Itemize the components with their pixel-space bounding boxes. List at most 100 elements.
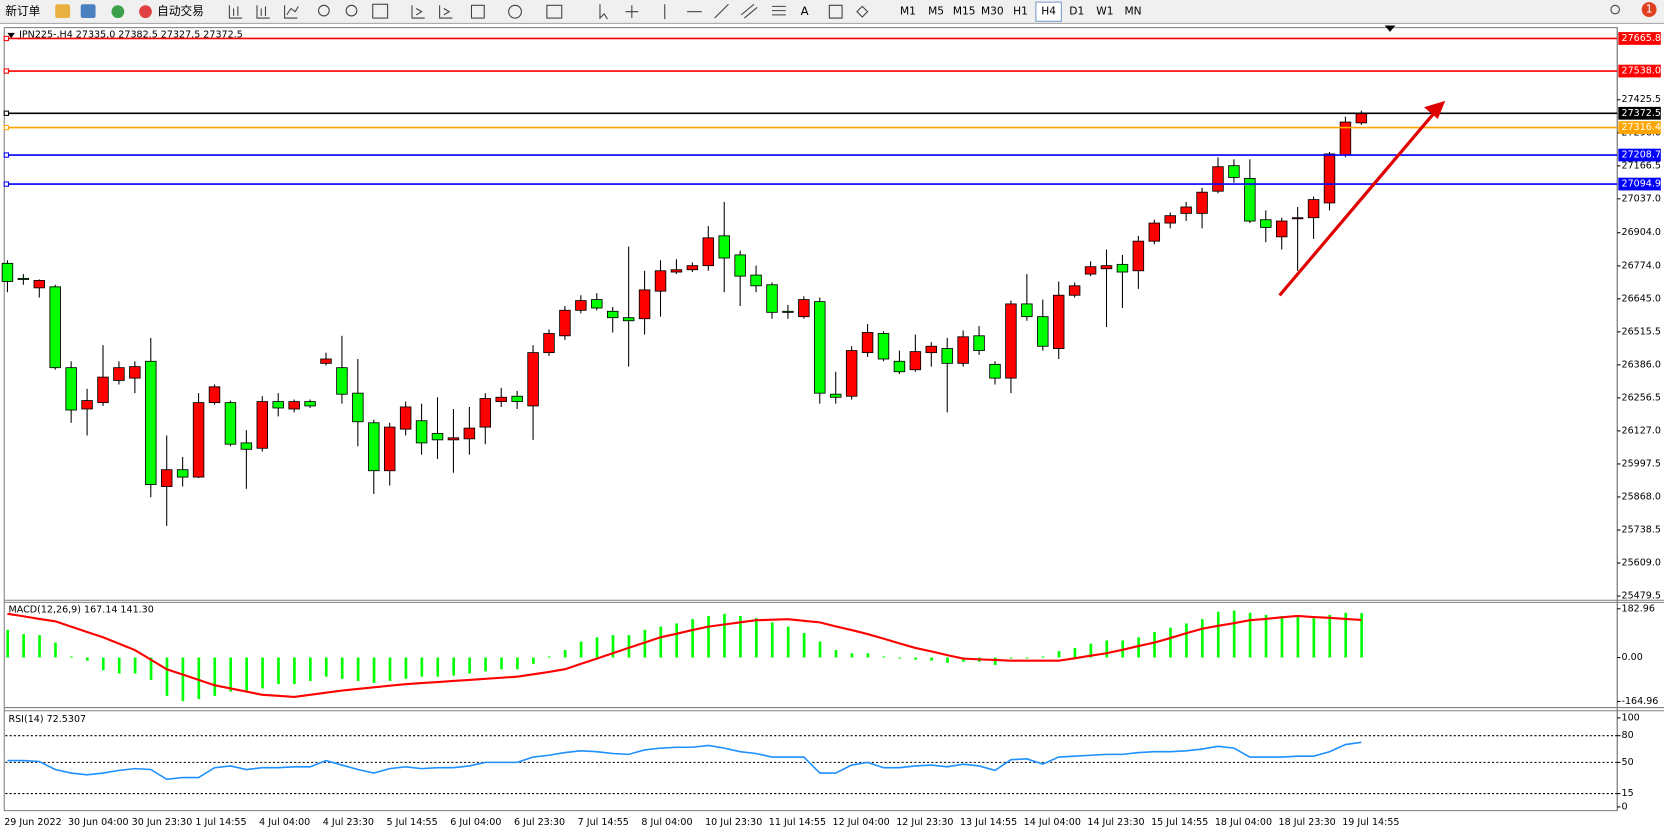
histogram-bar [420, 657, 424, 677]
icon[interactable] [256, 5, 270, 19]
histogram-bar [309, 657, 312, 681]
histogram-bar [404, 657, 408, 679]
icon[interactable] [111, 5, 125, 19]
timeframe-button[interactable]: M15 [953, 5, 976, 18]
x-tick-label: 18 Jul 04:00 [1215, 817, 1272, 828]
candle-body [65, 367, 77, 411]
candle-body [304, 401, 316, 407]
x-tick-label: 10 Jul 23:30 [705, 817, 762, 828]
histogram-bar [1312, 618, 1316, 658]
macd-title: MACD(12,26,9) 167.14 141.30 [8, 604, 153, 615]
histogram-bar [993, 657, 997, 665]
chart-frame: JPN225-,H4 27335.0 27382.5 27327.5 27372… [3, 25, 1664, 812]
new-order-button[interactable]: 新订单 [5, 4, 40, 18]
x-tick-label: 13 Jul 14:55 [960, 817, 1017, 828]
x-tick-label: 14 Jul 23:30 [1087, 817, 1144, 828]
histogram-bar [563, 650, 567, 658]
histogram-bar [834, 650, 838, 658]
y-tick-label: 27166.5 [1622, 160, 1661, 171]
candle-body [113, 367, 125, 381]
auto-trade-button[interactable]: 自动交易 [157, 4, 204, 18]
candle-body [49, 286, 61, 369]
candle-body [1068, 285, 1081, 296]
histogram-bar [245, 657, 248, 692]
icon[interactable] [828, 4, 843, 19]
text-tool[interactable]: A [801, 4, 809, 18]
candle-body [463, 427, 476, 440]
badge [1641, 2, 1657, 17]
candle-body [654, 270, 667, 292]
candle-body [320, 358, 332, 364]
icon[interactable] [772, 5, 786, 16]
timeframe-button[interactable]: M5 [928, 5, 944, 18]
candle-body [1164, 215, 1176, 224]
icon[interactable] [856, 5, 869, 18]
histogram-bar [627, 635, 631, 658]
histogram-bar [293, 657, 296, 685]
icon[interactable] [411, 5, 425, 19]
icon[interactable] [625, 5, 639, 19]
y-tick-label: 26904.0 [1622, 227, 1661, 238]
level-label-bg [1618, 32, 1661, 45]
icon[interactable] [508, 4, 522, 19]
timeframe-button[interactable]: D1 [1069, 5, 1084, 18]
candle-body [877, 333, 890, 360]
histogram-bar [707, 615, 710, 658]
candle-body [1323, 153, 1336, 204]
level-label: 27094.9 [1622, 179, 1661, 190]
histogram-bar [468, 657, 471, 674]
timeframe-button[interactable]: H1 [1013, 5, 1028, 18]
icon[interactable] [318, 4, 330, 17]
candle-body [798, 299, 810, 318]
y-tick-label: 0.00 [1622, 652, 1643, 663]
icon[interactable] [55, 4, 71, 19]
histogram-bar [532, 657, 535, 664]
auto-trade-icon[interactable] [139, 5, 152, 19]
level-label-bg [1618, 106, 1661, 120]
x-tick-label: 1 Jul 14:55 [195, 817, 246, 828]
icon[interactable] [372, 3, 389, 19]
candle-body [670, 269, 683, 273]
candle-body [1132, 240, 1145, 272]
marks: 27425.527296.027166.527037.026904.026774… [1, 32, 1661, 828]
timeframe-button[interactable]: M1 [900, 5, 916, 18]
histogram-bar [213, 657, 217, 696]
candle-body [622, 317, 635, 322]
histogram-bar [611, 635, 615, 658]
icon[interactable] [228, 5, 243, 19]
icon[interactable] [714, 3, 729, 19]
icon[interactable] [439, 5, 453, 19]
candle-body [941, 348, 953, 364]
level-handle [3, 110, 10, 116]
signal-line [7, 612, 1362, 698]
histogram-bar [1105, 640, 1109, 658]
candle-body [431, 433, 444, 441]
candle-body [17, 277, 30, 280]
icon[interactable] [470, 4, 485, 19]
timeframe-button[interactable]: H4 [1041, 5, 1056, 18]
level-label: 27208.7 [1622, 150, 1661, 161]
histogram-bar [1264, 614, 1268, 658]
candle-body [1148, 222, 1161, 242]
candle-body [415, 420, 428, 444]
search-icon[interactable] [1610, 4, 1620, 15]
icon[interactable] [740, 3, 758, 19]
candle-body [989, 363, 1001, 379]
histogram-bar [1280, 615, 1284, 658]
timeframe-button[interactable]: W1 [1096, 5, 1113, 18]
candle-body [734, 254, 746, 277]
histogram-bar [1185, 623, 1188, 658]
histogram-bar [579, 641, 583, 658]
histogram-bar [149, 657, 153, 680]
icon[interactable] [80, 4, 96, 19]
candle-body [1228, 165, 1240, 178]
histogram-bar [1073, 647, 1077, 658]
timeframe-button[interactable]: MN [1125, 5, 1142, 18]
level-handle [3, 35, 10, 42]
icon[interactable] [284, 5, 299, 19]
timeframe-button[interactable]: M30 [981, 5, 1004, 18]
icon[interactable] [345, 4, 358, 17]
icon[interactable] [546, 4, 563, 19]
candle-body [606, 310, 619, 319]
icon[interactable] [599, 4, 608, 20]
